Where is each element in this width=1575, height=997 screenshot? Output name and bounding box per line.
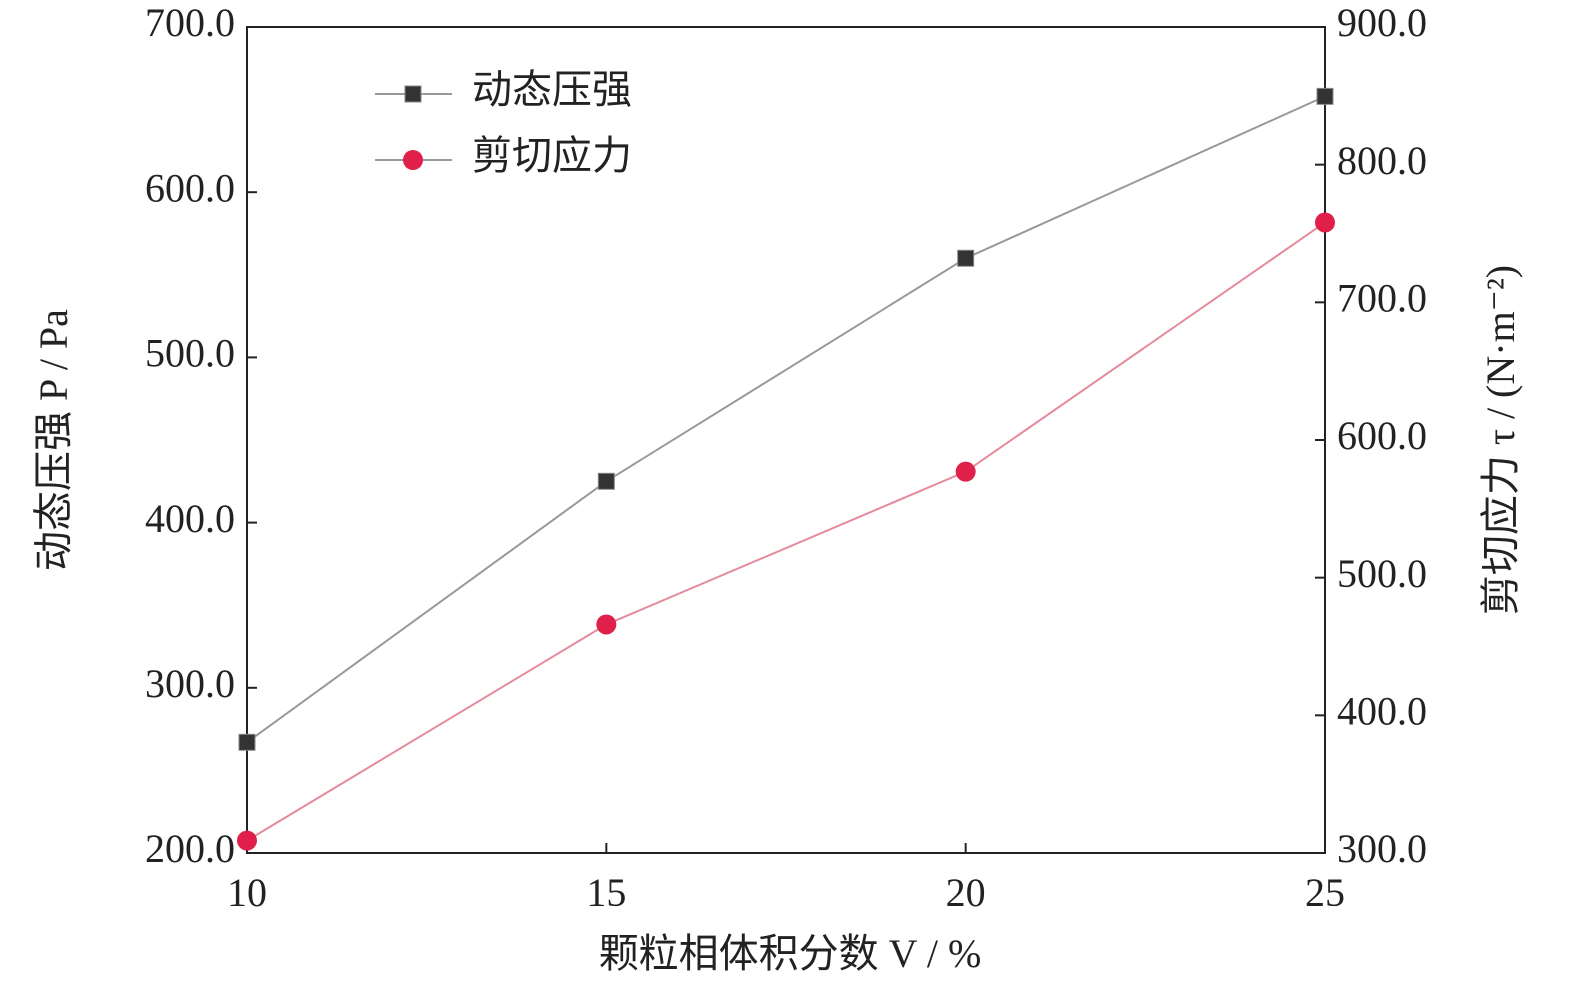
legend-marker bbox=[404, 85, 422, 103]
y-tick-label: 600.0 bbox=[145, 165, 235, 210]
x-tick-label: 15 bbox=[586, 870, 626, 915]
marker bbox=[1316, 87, 1334, 105]
marker bbox=[957, 249, 975, 267]
y-tick-label: 700.0 bbox=[145, 0, 235, 45]
y2-tick-label: 300.0 bbox=[1337, 826, 1427, 871]
x-tick-label: 10 bbox=[227, 870, 267, 915]
series-line bbox=[246, 221, 1326, 842]
y2-tick-label: 500.0 bbox=[1337, 551, 1427, 596]
y-tick-label: 300.0 bbox=[145, 661, 235, 706]
y2-tick-label: 600.0 bbox=[1337, 413, 1427, 458]
y2-tick-label: 700.0 bbox=[1337, 276, 1427, 321]
legend-marker bbox=[403, 150, 423, 170]
marker bbox=[597, 472, 615, 490]
marker bbox=[237, 830, 257, 851]
marker bbox=[1315, 212, 1335, 233]
x-tick-label: 25 bbox=[1305, 870, 1345, 915]
y-tick-label: 200.0 bbox=[145, 826, 235, 871]
y2-tick-label: 800.0 bbox=[1337, 138, 1427, 183]
plot-frame bbox=[246, 26, 1326, 854]
y2-tick-label: 400.0 bbox=[1337, 689, 1427, 734]
legend-label: 剪切应力 bbox=[472, 133, 632, 178]
series-line bbox=[246, 95, 1326, 744]
marker bbox=[955, 461, 976, 482]
y2-tick-label: 900.0 bbox=[1337, 0, 1427, 45]
marker bbox=[238, 733, 256, 751]
x-tick-label: 20 bbox=[946, 870, 986, 915]
y2-axis-title: 剪切应力 τ / (N·m⁻²) bbox=[1478, 265, 1523, 615]
y-axis-title: 动态压强 P / Pa bbox=[31, 309, 76, 571]
x-axis-title: 颗粒相体积分数 V / % bbox=[599, 931, 982, 976]
legend-label: 动态压强 bbox=[472, 67, 632, 112]
marker bbox=[596, 614, 617, 635]
y-tick-label: 400.0 bbox=[145, 496, 235, 541]
y-tick-label: 500.0 bbox=[145, 331, 235, 376]
